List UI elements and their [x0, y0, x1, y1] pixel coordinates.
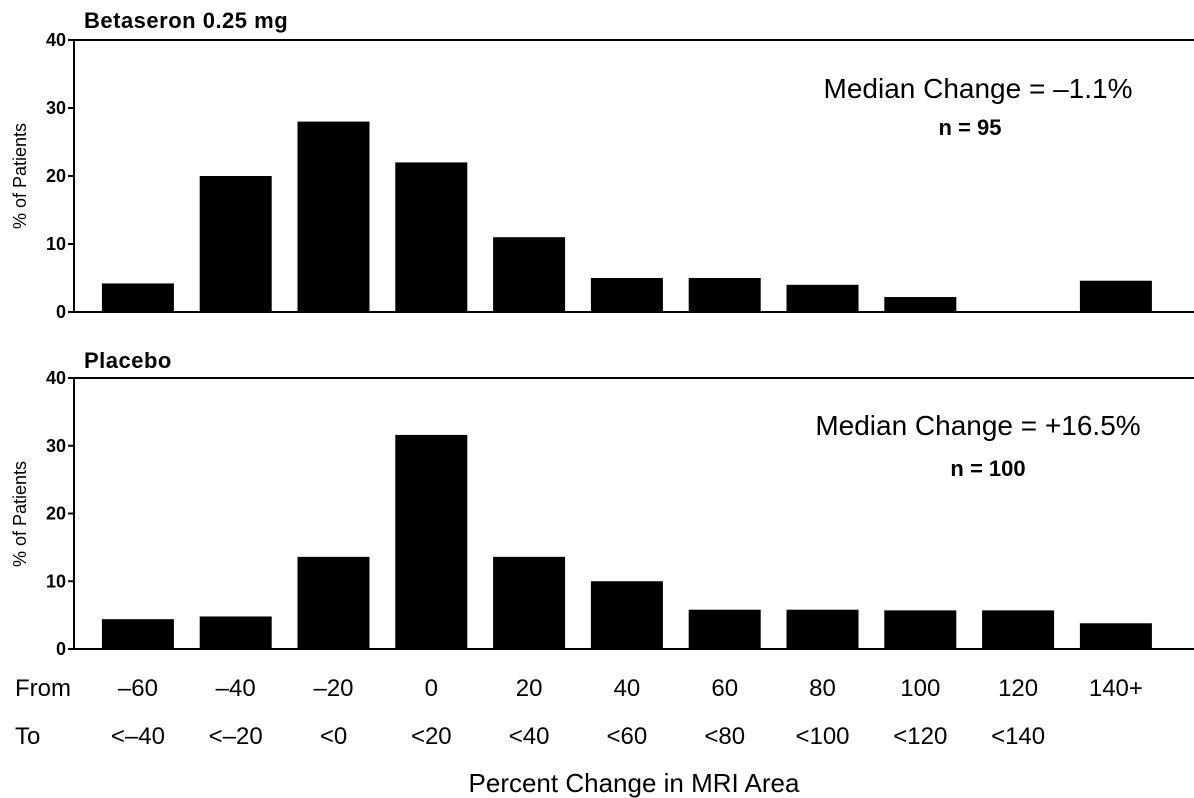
x-from-label: 0 [425, 675, 438, 702]
x-to-label: <–40 [111, 723, 165, 750]
x-from-label: 120 [998, 675, 1038, 702]
x-axis-title: Percent Change in MRI Area [469, 768, 800, 798]
x-from-label: –40 [216, 675, 256, 702]
x-from-label: –20 [313, 675, 353, 702]
to-row-label: To [15, 723, 40, 750]
x-from-label: –60 [118, 675, 158, 702]
bar-betaseron-7 [786, 284, 859, 312]
bar-placebo-5 [590, 581, 663, 649]
betaseron-panel: Betaseron 0.25 mg % of Patients Median C… [10, 8, 1194, 322]
x-to-label: <100 [795, 723, 849, 750]
bar-placebo-6 [688, 609, 761, 649]
n-count-placebo: n = 100 [950, 456, 1025, 481]
bar-betaseron-6 [688, 278, 761, 312]
y-tick-label: 20 [46, 504, 66, 524]
bar-betaseron-5 [590, 278, 663, 312]
x-to-label: <0 [320, 723, 347, 750]
x-from-label: 140+ [1089, 675, 1143, 702]
bar-betaseron-4 [493, 237, 566, 312]
y-axis-label-placebo: % of Patients [10, 461, 30, 567]
bar-placebo-1 [199, 616, 272, 649]
x-to-label: <140 [991, 723, 1045, 750]
x-to-label: <20 [411, 723, 452, 750]
y-tick-label: 20 [46, 166, 66, 186]
x-to-label: <–20 [209, 723, 263, 750]
x-from-label: 100 [900, 675, 940, 702]
bar-placebo-3 [395, 434, 468, 649]
placebo-panel: Placebo % of Patients Median Change = +1… [10, 348, 1194, 659]
y-tick-label: 30 [46, 98, 66, 118]
bar-betaseron-2 [297, 121, 370, 312]
y-tick-label: 40 [46, 368, 66, 388]
x-from-label: 80 [809, 675, 836, 702]
bar-placebo-4 [493, 556, 566, 649]
x-to-label: <40 [509, 723, 550, 750]
x-from-label: 40 [614, 675, 641, 702]
n-count-betaseron: n = 95 [939, 115, 1002, 140]
x-to-label: <80 [704, 723, 745, 750]
y-tick-label: 0 [56, 639, 66, 659]
bar-betaseron-3 [395, 162, 468, 312]
x-to-label: <60 [607, 723, 648, 750]
y-tick-label: 0 [56, 302, 66, 322]
bar-placebo-7 [786, 609, 859, 649]
bar-placebo-0 [101, 619, 174, 649]
from-row-label: From [15, 675, 71, 702]
bar-placebo-2 [297, 556, 370, 649]
panel-title-betaseron: Betaseron 0.25 mg [84, 8, 288, 33]
bar-betaseron-10 [1079, 280, 1152, 312]
y-tick-label: 30 [46, 436, 66, 456]
bar-placebo-10 [1079, 623, 1152, 649]
bar-betaseron-1 [199, 176, 272, 312]
panel-title-placebo: Placebo [84, 348, 172, 373]
x-axis: From To Percent Change in MRI Area –60 –4… [15, 675, 1143, 798]
median-change-placebo: Median Change = +16.5% [815, 410, 1140, 441]
median-change-betaseron: Median Change = –1.1% [824, 73, 1133, 104]
y-tick-label: 10 [46, 234, 66, 254]
y-tick-label: 40 [46, 30, 66, 50]
x-from-label: 20 [516, 675, 543, 702]
bar-betaseron-0 [101, 283, 174, 312]
x-to-label: <120 [893, 723, 947, 750]
bar-placebo-8 [884, 610, 957, 649]
x-from-label: 60 [711, 675, 738, 702]
y-tick-label: 10 [46, 571, 66, 591]
y-axis-label-betaseron: % of Patients [10, 123, 30, 229]
bar-placebo-9 [982, 610, 1055, 649]
bar-betaseron-8 [884, 297, 957, 312]
